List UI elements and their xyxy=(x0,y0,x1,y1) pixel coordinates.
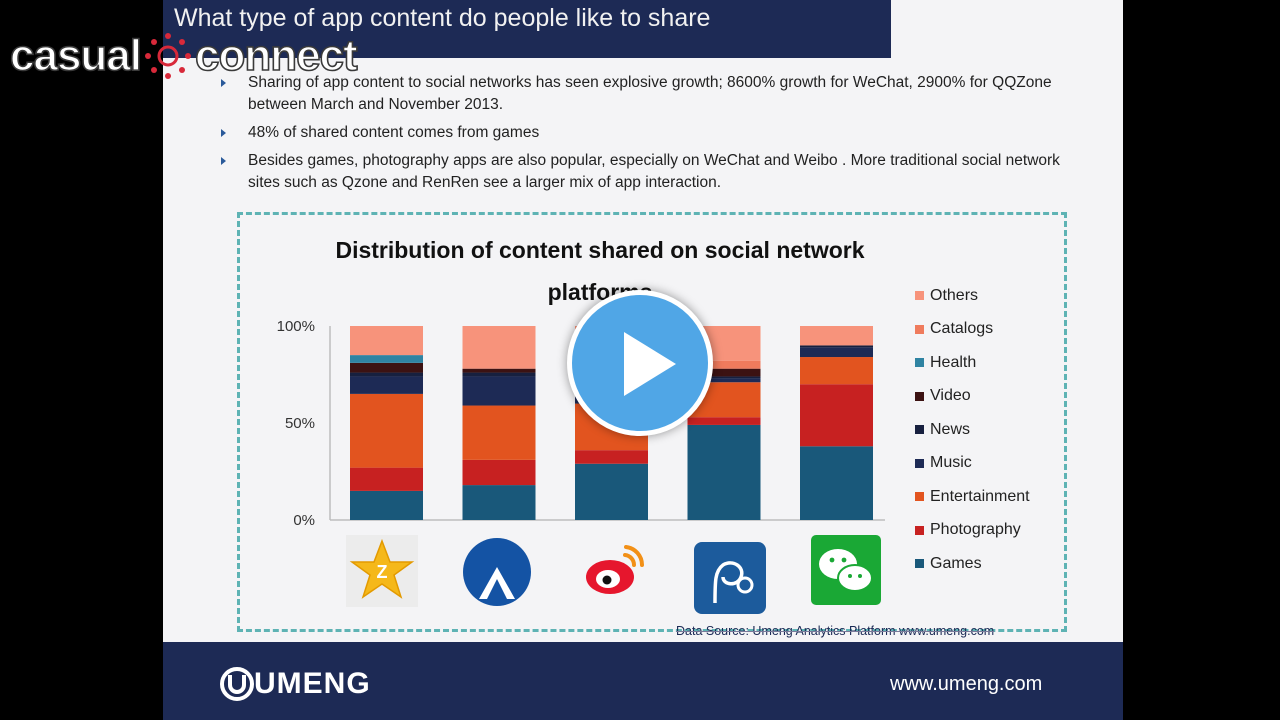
umeng-logo: UMENG xyxy=(220,667,371,701)
bullet-text: 48% of shared content comes from games xyxy=(248,124,540,141)
svg-text:Z: Z xyxy=(377,562,388,582)
bar-segment-video xyxy=(462,368,536,373)
legend-swatch xyxy=(915,458,924,468)
bullet-list: Sharing of app content to social network… xyxy=(221,72,1081,200)
bullet-item: 48% of shared content comes from games xyxy=(221,122,1081,144)
bullet-item: Sharing of app content to social network… xyxy=(221,72,1081,116)
legend-swatch xyxy=(915,425,924,435)
chart-legend: Others Catalogs Health Video News Music Entert… xyxy=(915,279,1030,581)
bar-segment-health xyxy=(350,355,423,363)
y-tick-label: 0% xyxy=(293,512,315,529)
bar-segment-news xyxy=(800,345,873,348)
legend-label: Others xyxy=(930,286,979,304)
bar-segment-games xyxy=(462,485,536,520)
bar-segment-entertainment xyxy=(350,393,423,468)
bar-segment-others xyxy=(462,326,536,369)
legend-swatch xyxy=(915,324,924,334)
bar-segment-entertainment xyxy=(462,405,536,460)
bar-segment-photography xyxy=(575,450,648,464)
renren-icon xyxy=(463,538,531,606)
legend-label: Photography xyxy=(930,521,1021,539)
bullet-item: Besides games, photography apps are also… xyxy=(221,150,1081,194)
logo-text-connect: connect xyxy=(194,30,358,81)
bullet-text: Besides games, photography apps are also… xyxy=(248,152,1060,191)
legend-label: News xyxy=(930,420,971,438)
bar-segment-news xyxy=(462,372,536,377)
slide: What type of app content do people like … xyxy=(163,0,1123,720)
legend-item: Photography xyxy=(915,514,1030,548)
legend-label: Music xyxy=(930,454,972,472)
footer-url: www.umeng.com xyxy=(890,673,1043,695)
legend-item: News xyxy=(915,413,1030,447)
legend-item: Video xyxy=(915,380,1030,414)
legend-swatch xyxy=(915,291,924,301)
legend-swatch xyxy=(915,525,924,535)
weibo-icon xyxy=(586,545,645,594)
legend-label: Health xyxy=(930,353,977,371)
legend-label: Video xyxy=(930,387,971,405)
umeng-logo-text: UMENG xyxy=(254,667,371,700)
bar-segment-video xyxy=(350,362,423,373)
bar-segment-others xyxy=(800,326,873,346)
bar-segment-entertainment xyxy=(800,357,873,385)
legend-label: Entertainment xyxy=(930,487,1030,505)
umeng-u-icon xyxy=(220,667,254,701)
slide-footer: UMENG www.umeng.com xyxy=(163,642,1123,720)
legend-item: Entertainment xyxy=(915,480,1030,514)
bar-segment-news xyxy=(687,376,761,379)
qzone-icon: Z xyxy=(346,535,418,607)
legend-swatch xyxy=(915,492,924,502)
bullet-arrow-icon xyxy=(221,157,226,165)
bar-segment-games xyxy=(800,446,873,520)
bar-segment-music xyxy=(800,347,873,358)
legend-swatch xyxy=(915,391,924,401)
y-tick-label: 50% xyxy=(285,415,315,432)
legend-swatch xyxy=(915,358,924,368)
title-bar: What type of app content do people like … xyxy=(163,0,891,58)
bar-segment-catalogs xyxy=(687,360,761,369)
logo-text-casual: casual xyxy=(9,30,143,81)
bar-segment-video xyxy=(687,368,761,377)
legend-label: Catalogs xyxy=(930,320,994,338)
bar-segment-photography xyxy=(462,459,536,486)
y-tick-label: 100% xyxy=(277,318,315,335)
bar-segment-photography xyxy=(350,467,423,491)
bullet-arrow-icon xyxy=(221,129,226,137)
logo-sun-icon xyxy=(144,33,191,79)
data-source-note: Data Source: Umeng Analytics Platform ww… xyxy=(676,624,995,638)
bar-segment-games xyxy=(687,424,761,520)
bar-segment-photography xyxy=(687,417,761,425)
bar-segment-others xyxy=(350,326,423,356)
bar-segment-music xyxy=(687,378,761,383)
wechat-icon xyxy=(811,535,881,605)
legend-item: Music xyxy=(915,447,1030,481)
bar-segment-games xyxy=(575,463,648,520)
bar-segment-music xyxy=(462,376,536,406)
bar-segment-photography xyxy=(800,384,873,447)
bullet-arrow-icon xyxy=(221,79,226,87)
legend-swatch xyxy=(915,559,924,569)
slide-title: What type of app content do people like … xyxy=(174,4,711,32)
legend-item: Catalogs xyxy=(915,313,1030,347)
casual-connect-logo: casual connect xyxy=(9,28,358,84)
bar-segment-games xyxy=(350,490,423,520)
legend-label: Games xyxy=(930,554,982,572)
legend-item: Health xyxy=(915,346,1030,380)
tencent-weibo-icon xyxy=(694,542,766,614)
bar-segment-music xyxy=(350,376,423,394)
legend-item: Games xyxy=(915,547,1030,581)
bullet-text: Sharing of app content to social network… xyxy=(248,74,1052,113)
play-button[interactable] xyxy=(567,290,713,436)
bar-segment-news xyxy=(350,372,423,377)
play-icon xyxy=(624,332,676,396)
legend-item: Others xyxy=(915,279,1030,313)
